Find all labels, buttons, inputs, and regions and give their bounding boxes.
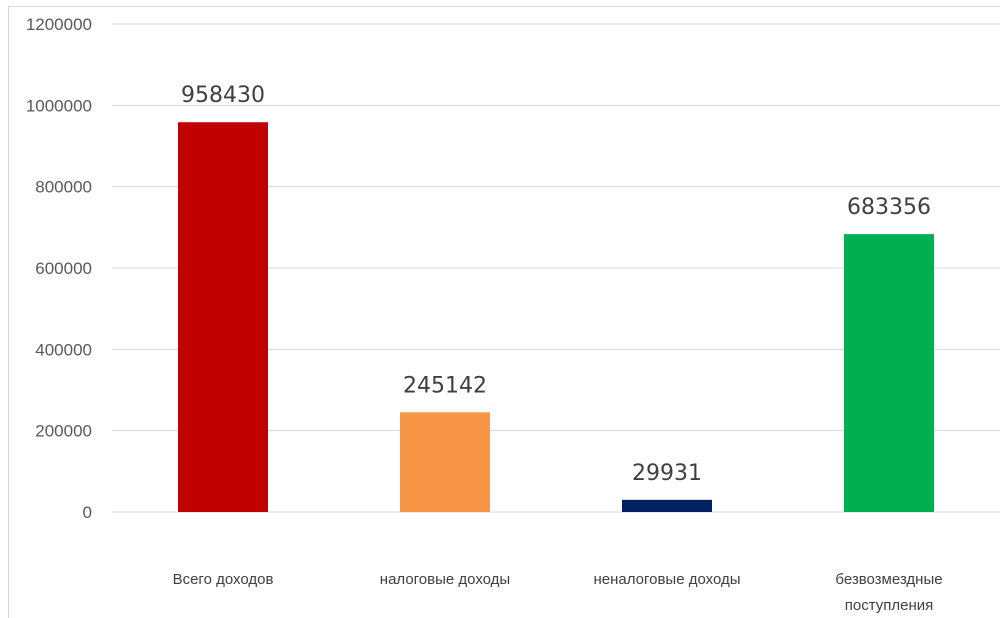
y-axis-ticks: 0 200000 400000 600000 800000 1000000 1200000: [26, 15, 92, 522]
y-tick-label: 1000000: [26, 96, 92, 115]
y-tick-label: 0: [83, 503, 92, 522]
data-label: 683356: [847, 195, 931, 220]
chart-frame: [8, 6, 1000, 618]
category-label: неналоговые доходы: [593, 571, 740, 588]
bar: [178, 122, 268, 512]
category-label: поступления: [845, 597, 934, 614]
category-label: безвозмездные: [835, 571, 942, 588]
data-label: 29931: [632, 461, 702, 486]
y-tick-label: 200000: [35, 422, 92, 441]
bar: [622, 499, 712, 512]
data-label: 958430: [181, 83, 265, 108]
category-label: налоговые доходы: [380, 571, 510, 588]
category-label: Всего доходов: [173, 571, 274, 588]
data-label: 245142: [403, 373, 487, 398]
bar: [400, 412, 490, 512]
y-tick-label: 600000: [35, 259, 92, 278]
y-tick-label: 400000: [35, 340, 92, 359]
bars: [178, 122, 934, 512]
x-axis-categories: Всего доходов налоговые доходы неналоговые…: [173, 571, 943, 614]
data-labels: 958430 245142 29931 683356: [181, 83, 931, 486]
bar: [844, 234, 934, 512]
y-tick-label: 800000: [35, 178, 92, 197]
y-tick-label: 1200000: [26, 15, 92, 34]
